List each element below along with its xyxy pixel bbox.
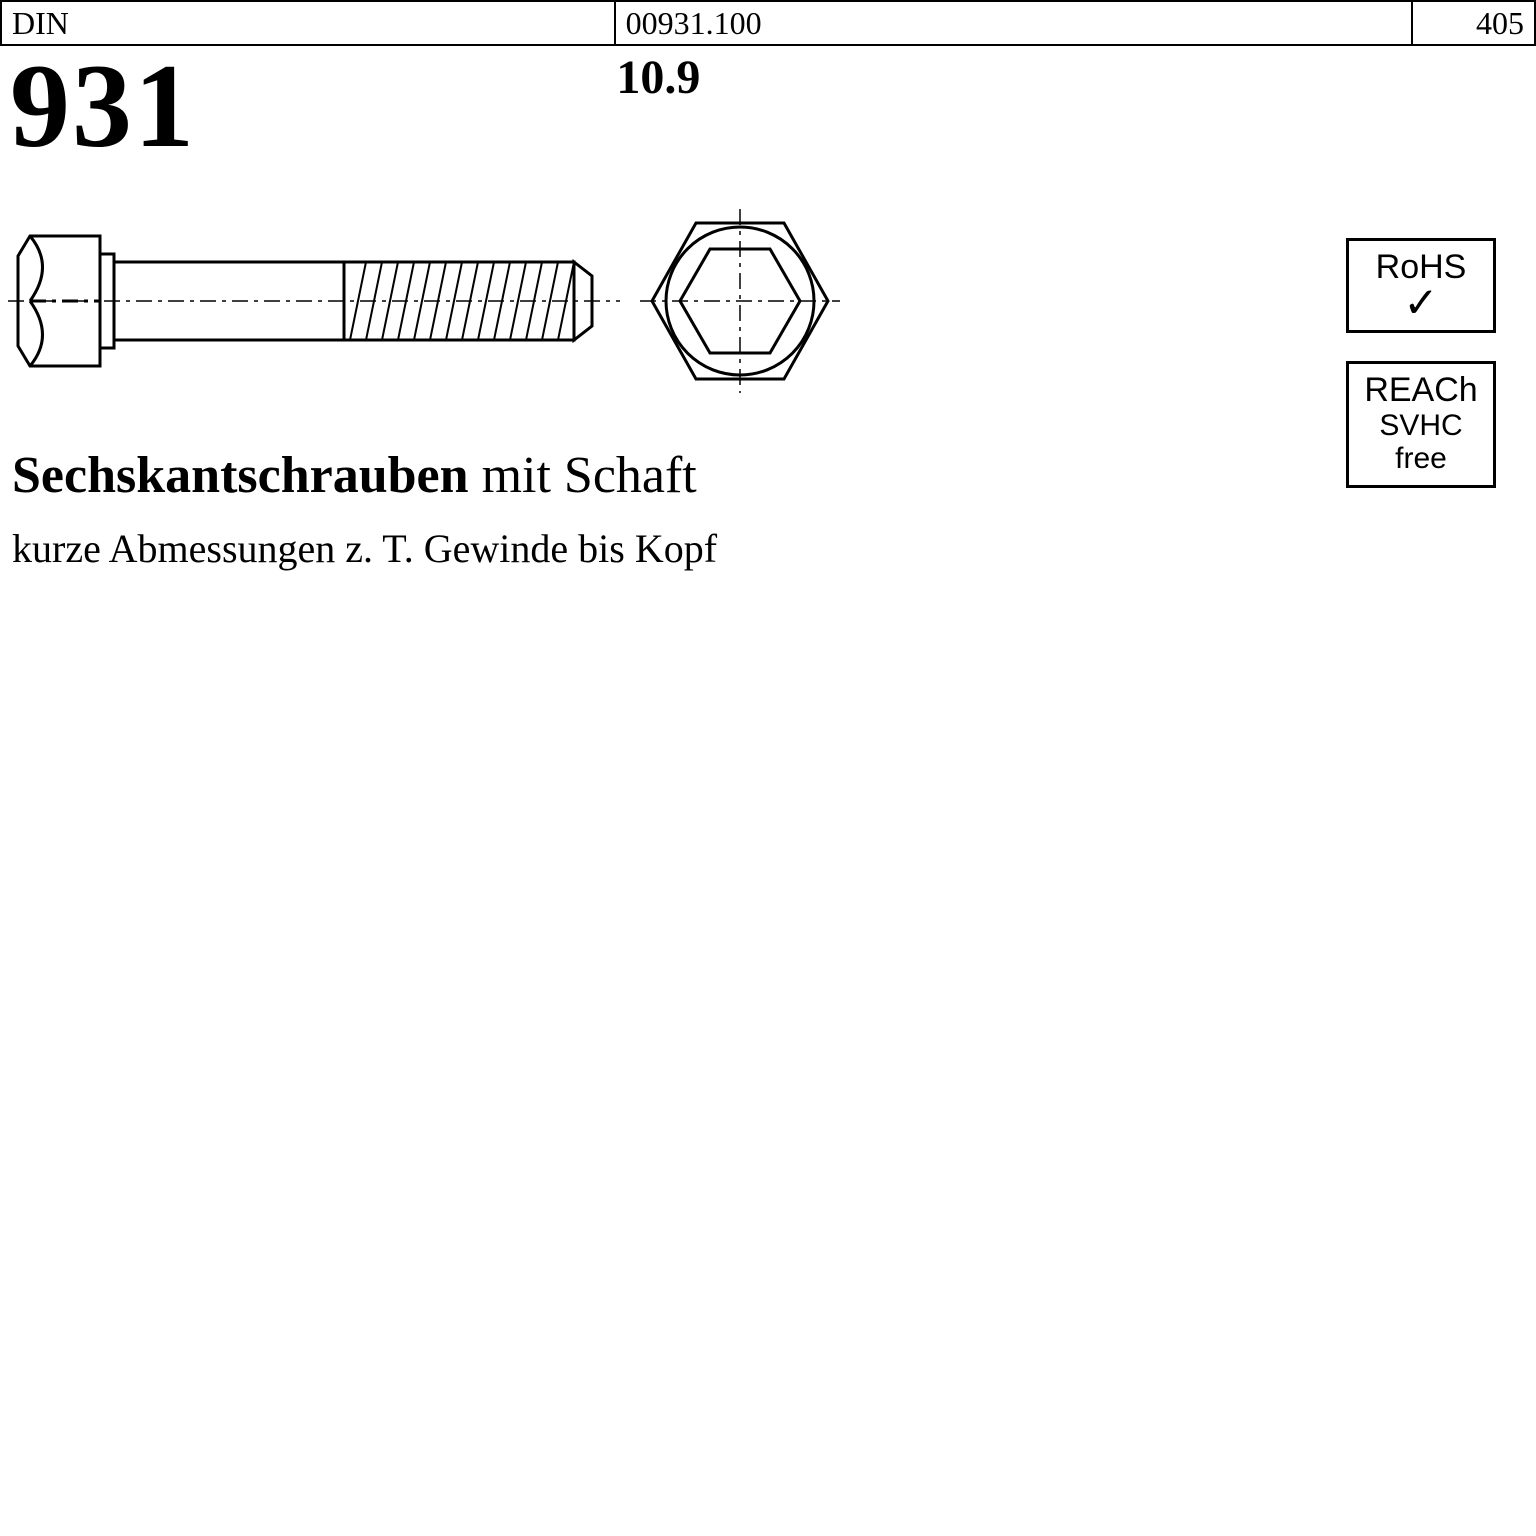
technical-diagram xyxy=(0,196,1536,406)
title-bold: Sechskantschrauben xyxy=(12,447,469,504)
rohs-badge: RoHS ✓ xyxy=(1346,238,1496,333)
header-table: DIN 00931.100 405 xyxy=(0,0,1536,46)
reach-line3: free xyxy=(1353,442,1489,475)
check-icon: ✓ xyxy=(1353,286,1489,320)
compliance-badges: RoHS ✓ REACh SVHC free xyxy=(1346,238,1496,516)
strength-grade: 10.9 xyxy=(616,46,700,102)
product-title: Sechskantschrauben mit Schaft xyxy=(12,446,1524,505)
title-rest: mit Schaft xyxy=(469,447,697,504)
standard-row: 931 10.9 xyxy=(0,46,1536,166)
reach-line1: REACh xyxy=(1353,372,1489,409)
product-subtitle: kurze Abmessungen z. T. Gewinde bis Kopf xyxy=(12,525,1524,572)
standard-number: 931 xyxy=(10,46,616,166)
reach-badge: REACh SVHC free xyxy=(1346,361,1496,488)
header-col-code: 00931.100 xyxy=(615,1,1413,45)
header-col-page: 405 xyxy=(1412,1,1535,45)
title-block: Sechskantschrauben mit Schaft kurze Abme… xyxy=(0,446,1536,572)
hex-front-view-icon xyxy=(640,209,840,393)
reach-line2: SVHC xyxy=(1353,409,1489,442)
